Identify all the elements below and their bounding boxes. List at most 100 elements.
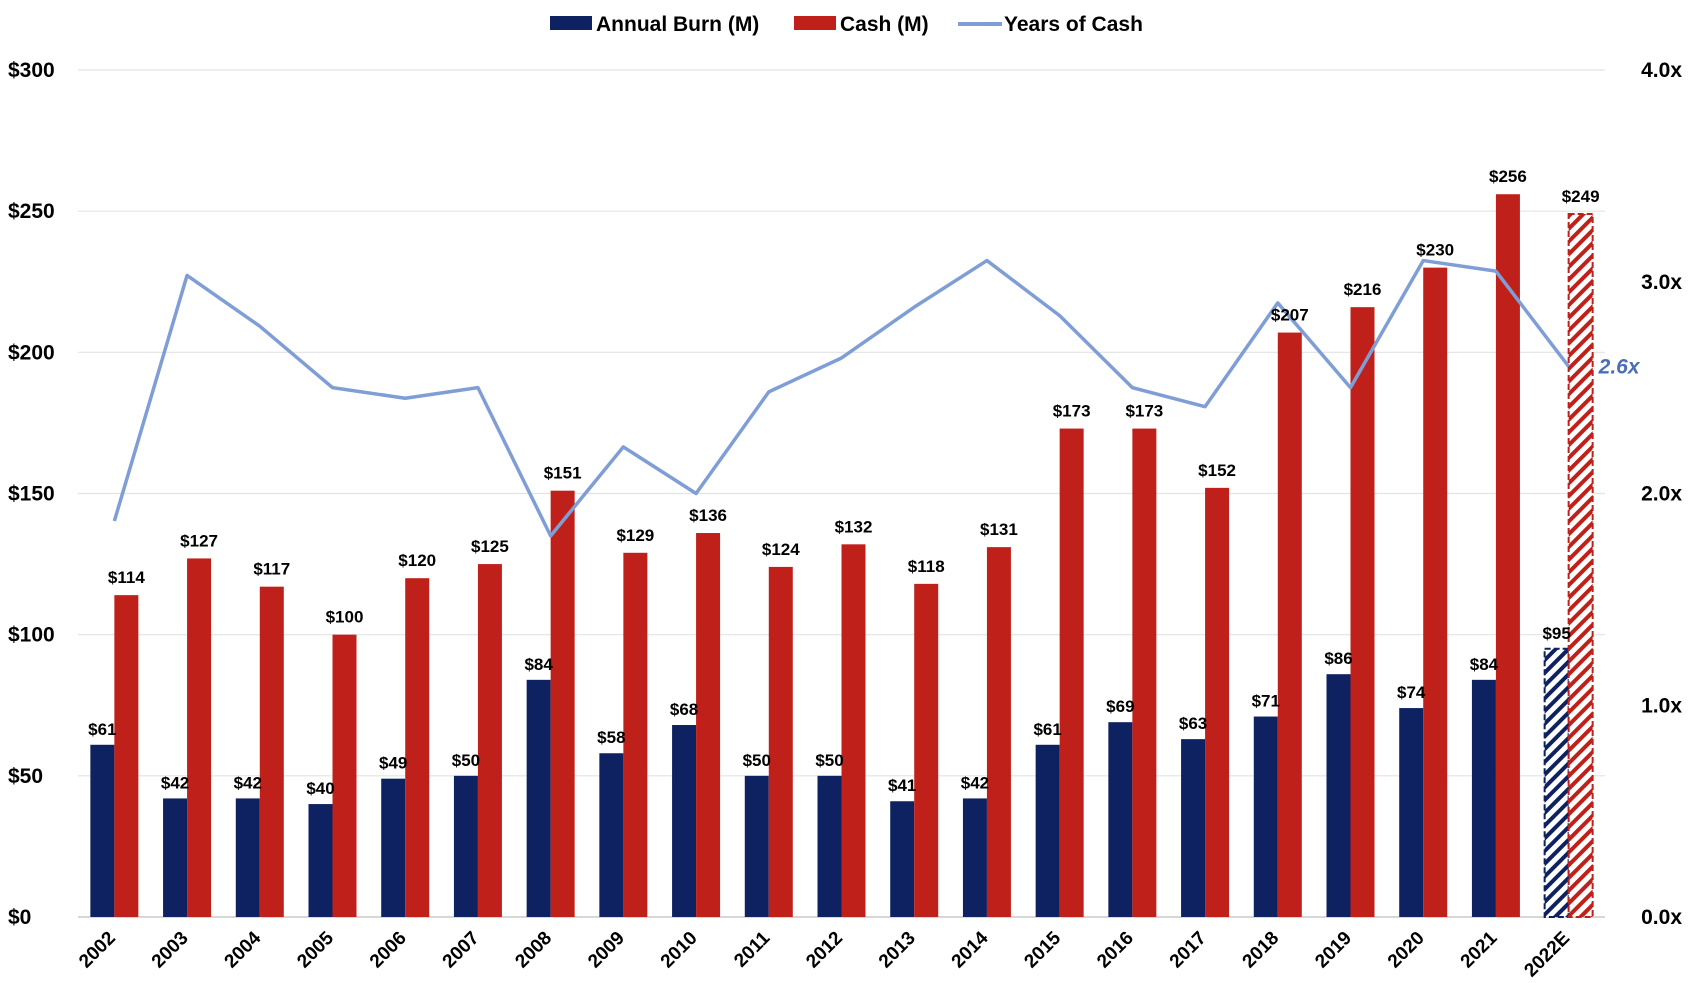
bar-cash — [696, 533, 721, 917]
bar-annual-burn — [90, 744, 115, 917]
cash-data-label: $118 — [908, 557, 945, 576]
x-tick-label: 2020 — [1384, 928, 1429, 973]
left-tick-label: $200 — [8, 341, 55, 364]
cash-data-label: $127 — [180, 531, 218, 550]
bar-cash — [1059, 428, 1084, 917]
burn-data-label: $50 — [815, 751, 843, 770]
bar-annual-burn — [308, 804, 333, 917]
bar-annual-burn — [1108, 722, 1133, 917]
burn-data-label: $58 — [597, 728, 625, 747]
bar-cash — [1567, 212, 1594, 919]
cash-data-label: $100 — [326, 608, 364, 627]
bar-cash — [1132, 428, 1157, 917]
years-of-cash-polyline — [112, 258, 1571, 538]
cash-data-label: $151 — [544, 464, 582, 483]
cash-data-label: $136 — [689, 506, 727, 525]
burn-data-label: $61 — [88, 720, 116, 739]
cash-data-label: $131 — [980, 520, 1018, 539]
burn-data-label: $95 — [1542, 624, 1570, 643]
x-tick-label: 2022E — [1520, 928, 1574, 982]
left-tick-label: $0 — [8, 906, 31, 929]
x-tick-label: 2005 — [293, 927, 338, 972]
left-tick-label: $250 — [8, 200, 55, 223]
left-y-axis: $0 $50 $100 $150 $200 $250 $300 — [8, 59, 55, 929]
bar-annual-burn — [381, 778, 406, 917]
burn-data-label: $42 — [234, 773, 262, 792]
burn-data-label: $50 — [743, 751, 771, 770]
burn-data-label: $74 — [1397, 683, 1426, 702]
cash-data-label: $129 — [616, 526, 654, 545]
x-tick-label: 2011 — [730, 927, 774, 971]
data-labels: $61 $114 $42 $127 $42 $117 $40 $100 $49 $120 $50 $1… — [88, 167, 1641, 798]
burn-data-label: $49 — [379, 754, 407, 773]
legend: Annual Burn (M) Cash (M) Years of Cash — [550, 13, 1143, 36]
burn-data-label: $40 — [306, 779, 334, 798]
cash-data-label: $207 — [1271, 306, 1309, 325]
right-tick-label: 0.0x — [1641, 906, 1682, 929]
bar-annual-burn — [453, 775, 478, 917]
right-tick-label: 4.0x — [1641, 59, 1682, 82]
years-of-cash-end-label: 2.6x — [1598, 355, 1641, 378]
left-tick-label: $50 — [8, 765, 43, 788]
bar-cash — [623, 552, 648, 917]
right-y-axis: 0.0x 1.0x 2.0x 3.0x 4.0x — [1641, 59, 1682, 929]
burn-data-label: $42 — [161, 773, 189, 792]
bar-cash — [187, 558, 212, 917]
bar-cash — [1277, 332, 1302, 917]
bar-annual-burn — [1471, 679, 1496, 917]
x-tick-label: 2017 — [1166, 928, 1211, 973]
x-tick-label: 2018 — [1239, 928, 1284, 973]
bar-cash — [914, 583, 939, 917]
x-tick-label: 2003 — [148, 928, 193, 973]
bar-cash — [332, 634, 357, 917]
left-tick-label: $150 — [8, 483, 55, 506]
burn-data-label: $61 — [1033, 720, 1061, 739]
left-tick-label: $300 — [8, 59, 55, 82]
cash-data-label: $230 — [1416, 241, 1454, 260]
x-axis: 2002 2003 2004 2005 2006 2007 2008 2009 2010 2011… — [75, 927, 1574, 981]
bar-cash — [1423, 267, 1448, 918]
bar-annual-burn — [1181, 739, 1206, 917]
bar-cash — [405, 578, 430, 917]
cash-data-label: $125 — [471, 537, 509, 556]
bar-annual-burn — [672, 725, 697, 917]
cash-data-label: $256 — [1489, 167, 1527, 186]
bar-cash — [259, 586, 284, 917]
bar-annual-burn — [1035, 744, 1060, 917]
burn-data-label: $84 — [1470, 655, 1499, 674]
bar-cash — [477, 564, 502, 917]
legend-swatch-annual-burn — [550, 16, 592, 30]
bar-annual-burn — [1399, 708, 1424, 917]
bars — [90, 194, 1594, 919]
bar-cash — [1495, 194, 1520, 917]
right-tick-label: 3.0x — [1641, 271, 1682, 294]
cash-data-label: $216 — [1344, 280, 1382, 299]
bar-cash — [114, 595, 139, 917]
burn-data-label: $50 — [452, 751, 480, 770]
bar-annual-burn — [817, 775, 842, 917]
legend-swatch-cash — [794, 16, 836, 30]
years-of-cash-line — [112, 258, 1571, 538]
x-tick-label: 2016 — [1093, 928, 1138, 973]
x-tick-label: 2002 — [75, 928, 120, 973]
right-tick-label: 1.0x — [1641, 694, 1682, 717]
cash-data-label: $249 — [1562, 187, 1600, 206]
x-tick-label: 2021 — [1457, 927, 1502, 972]
bar-cash — [550, 490, 575, 917]
bar-cash — [986, 547, 1011, 917]
cash-data-label: $132 — [835, 517, 873, 536]
burn-data-label: $41 — [888, 776, 916, 795]
x-tick-label: 2004 — [221, 927, 266, 972]
x-tick-label: 2014 — [948, 927, 993, 972]
right-tick-label: 2.0x — [1641, 483, 1682, 506]
x-tick-label: 2010 — [657, 928, 702, 973]
cash-data-label: $114 — [108, 568, 145, 587]
burn-data-label: $71 — [1252, 692, 1280, 711]
bar-annual-burn — [890, 801, 915, 917]
bar-cash — [1350, 307, 1375, 917]
left-tick-label: $100 — [8, 624, 55, 647]
legend-label-cash: Cash (M) — [840, 13, 929, 36]
cash-data-label: $124 — [762, 540, 800, 559]
bar-annual-burn — [1253, 716, 1278, 917]
